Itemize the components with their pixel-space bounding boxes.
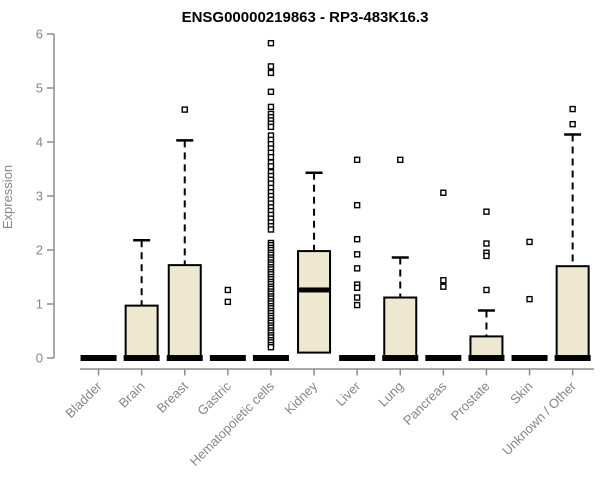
- median-line: [339, 355, 376, 361]
- outlier-point: [397, 156, 404, 164]
- outlier-point: [181, 106, 188, 113]
- x-tick-label: Pancreas: [400, 378, 450, 428]
- box: [469, 335, 504, 359]
- outlier-point: [267, 103, 275, 111]
- x-tick-label: Breast: [154, 378, 191, 415]
- x-tick-label: Bladder: [62, 378, 105, 421]
- x-tick-label: Hematopoietic cells: [187, 378, 278, 469]
- y-tick-label: 5: [36, 81, 43, 96]
- outlier-point: [224, 286, 232, 294]
- outlier-point: [483, 240, 490, 247]
- outlier-point: [267, 163, 275, 170]
- y-tick-label: 4: [36, 135, 43, 150]
- y-tick-label: 6: [36, 27, 43, 42]
- x-tick-label: Brain: [116, 379, 148, 411]
- outlier-point: [353, 284, 361, 291]
- y-tick-label: 2: [36, 243, 43, 258]
- median-line: [382, 355, 419, 361]
- outlier-point: [267, 123, 275, 131]
- outlier-point: [569, 105, 576, 113]
- outlier-point: [483, 286, 490, 294]
- x-tick-label: Prostate: [448, 379, 493, 424]
- outlier-point: [440, 189, 447, 196]
- median-line: [123, 355, 160, 361]
- outlier-point: [526, 238, 533, 246]
- outlier-point: [569, 120, 576, 128]
- outlier-point: [353, 235, 361, 243]
- median-line: [209, 355, 246, 361]
- y-tick-label: 0: [36, 351, 43, 366]
- x-tick-label: Liver: [333, 378, 364, 409]
- x-tick-label: Lung: [375, 379, 406, 410]
- outlier-point: [267, 153, 275, 161]
- outlier-point: [526, 295, 533, 303]
- box: [124, 304, 159, 359]
- box: [297, 250, 332, 354]
- outlier-point: [267, 63, 275, 70]
- box: [383, 296, 418, 359]
- x-tick-label: Gastric: [194, 378, 234, 418]
- outlier-point: [483, 208, 490, 215]
- outlier-point: [353, 301, 361, 309]
- outlier-point: [224, 298, 232, 306]
- box: [167, 264, 202, 359]
- median-line: [468, 355, 505, 361]
- y-tick-label: 1: [36, 297, 43, 312]
- outlier-point: [353, 294, 361, 301]
- median-line: [425, 355, 462, 361]
- median-line: [80, 355, 117, 361]
- outlier-point: [267, 88, 275, 95]
- outlier-point: [353, 201, 361, 209]
- outlier-point: [267, 69, 275, 77]
- outlier-point: [440, 283, 447, 290]
- y-tick-label: 3: [36, 189, 43, 204]
- x-tick-label: Kidney: [281, 378, 320, 417]
- median-line: [298, 287, 331, 293]
- outlier-point: [267, 344, 275, 351]
- outlier-point: [267, 39, 275, 47]
- x-tick-label: Skin: [507, 379, 535, 407]
- box: [555, 265, 590, 360]
- median-line: [511, 355, 548, 361]
- outlier-point: [353, 265, 361, 272]
- median-line: [166, 355, 203, 361]
- outlier-point: [483, 252, 490, 260]
- median-line: [252, 355, 289, 361]
- median-line: [554, 355, 591, 361]
- x-tick-label: Unknown / Other: [499, 378, 579, 458]
- outlier-point: [353, 156, 361, 164]
- outlier-point: [440, 277, 447, 284]
- y-axis-label: Expression: [0, 165, 15, 229]
- outlier-point: [267, 226, 275, 233]
- chart-title: ENSG00000219863 - RP3-483K16.3: [182, 9, 429, 26]
- outlier-point: [353, 251, 361, 258]
